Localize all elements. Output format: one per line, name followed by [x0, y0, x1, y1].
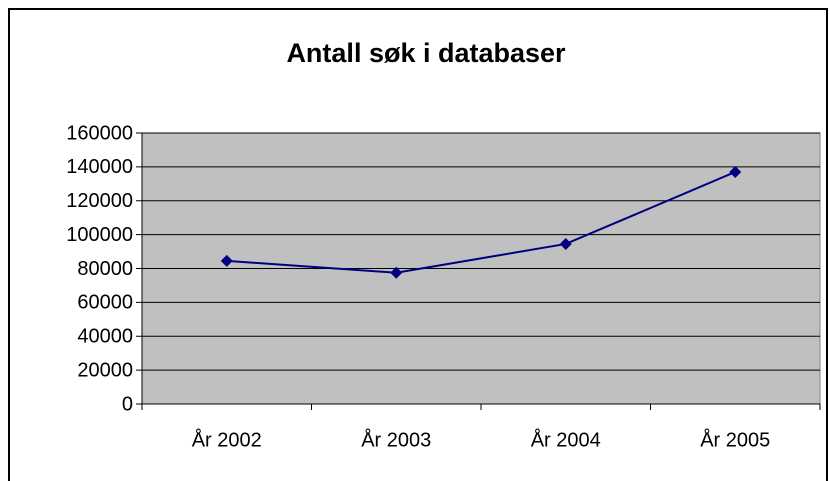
data-marker [390, 266, 403, 279]
data-marker [559, 237, 572, 250]
y-tick-label: 120000 [66, 190, 133, 212]
y-tick-label: 20000 [77, 359, 133, 381]
y-tick-label: 0 [122, 393, 133, 415]
chart-title: Antall søk i databaser [286, 38, 566, 68]
x-tick-label: År 2005 [700, 428, 770, 451]
y-tick-label: 140000 [66, 156, 133, 178]
y-tick-label: 100000 [66, 224, 133, 246]
y-tick-label: 60000 [77, 292, 133, 314]
data-line [226, 171, 736, 274]
y-tick-label: 160000 [66, 122, 133, 144]
y-tick-label: 80000 [77, 258, 133, 280]
data-marker [220, 254, 233, 267]
x-tick-label: År 2004 [531, 428, 601, 451]
x-tick-label: År 2002 [192, 428, 262, 451]
data-marker [729, 165, 742, 178]
y-tick-label: 40000 [77, 326, 133, 348]
x-tick-label: År 2003 [361, 428, 431, 451]
